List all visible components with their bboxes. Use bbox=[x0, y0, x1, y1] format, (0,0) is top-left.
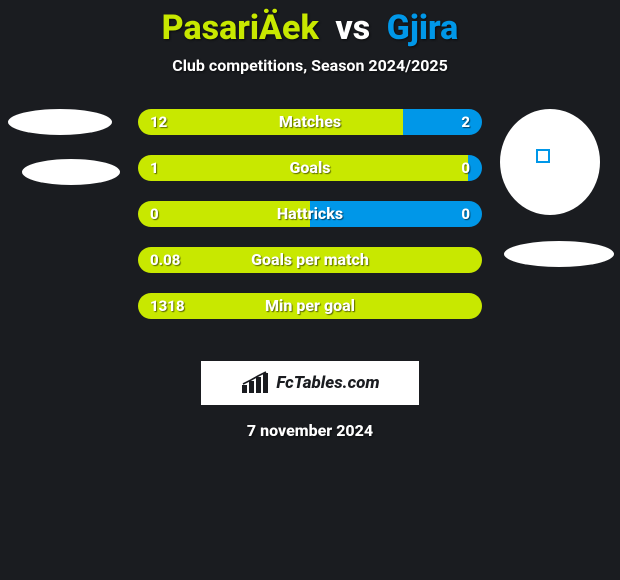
stat-bars: 122Matches 10Goals 00Hattricks 0.08Goals pe… bbox=[138, 109, 482, 339]
silhouette-body bbox=[504, 241, 614, 267]
player1-silhouette bbox=[0, 109, 130, 339]
subtitle: Club competitions, Season 2024/2025 bbox=[0, 56, 620, 75]
comparison-title: PasariÄek vs Gjira bbox=[0, 0, 620, 48]
stat-bar: 10Goals bbox=[138, 155, 482, 181]
player1-name: PasariÄek bbox=[162, 8, 319, 48]
stat-bar: 00Hattricks bbox=[138, 201, 482, 227]
stat-bar: 0.08Goals per match bbox=[138, 247, 482, 273]
brand-text: FcTables.com bbox=[276, 373, 379, 393]
silhouette-body bbox=[22, 159, 120, 185]
stat-bar: 1318Min per goal bbox=[138, 293, 482, 319]
silhouette-head bbox=[500, 109, 600, 215]
player2-name: Gjira bbox=[387, 8, 459, 48]
silhouette-face-icon bbox=[536, 149, 550, 163]
stat-label: Min per goal bbox=[138, 293, 482, 319]
comparison-arena: 122Matches 10Goals 00Hattricks 0.08Goals pe… bbox=[0, 109, 620, 339]
date-label: 7 november 2024 bbox=[0, 421, 620, 440]
stat-label: Goals per match bbox=[138, 247, 482, 273]
stat-label: Matches bbox=[138, 109, 482, 135]
stat-label: Hattricks bbox=[138, 201, 482, 227]
stat-label: Goals bbox=[138, 155, 482, 181]
vs-label: vs bbox=[335, 8, 370, 48]
silhouette-head bbox=[8, 109, 112, 135]
stat-bar: 122Matches bbox=[138, 109, 482, 135]
brand-badge: FcTables.com bbox=[201, 361, 419, 405]
player2-silhouette bbox=[480, 109, 620, 339]
brand-chart-icon bbox=[240, 371, 272, 395]
